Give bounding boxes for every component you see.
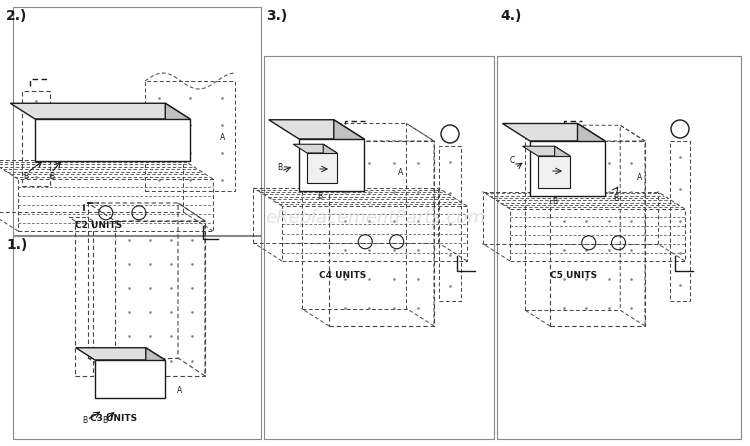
- Text: B: B: [23, 172, 28, 181]
- Text: 3.): 3.): [266, 9, 287, 23]
- Text: C: C: [510, 156, 515, 165]
- Polygon shape: [95, 360, 165, 398]
- Text: A: A: [177, 386, 183, 395]
- Text: B: B: [82, 416, 88, 425]
- Polygon shape: [35, 119, 190, 161]
- Text: 2.): 2.): [6, 9, 27, 23]
- Text: 4.): 4.): [500, 9, 521, 23]
- FancyBboxPatch shape: [496, 56, 741, 439]
- Text: C5 UNITS: C5 UNITS: [550, 271, 597, 280]
- Polygon shape: [523, 146, 570, 156]
- Text: B: B: [103, 416, 107, 425]
- Polygon shape: [503, 124, 605, 141]
- Polygon shape: [538, 156, 570, 188]
- Polygon shape: [578, 124, 605, 196]
- Polygon shape: [323, 144, 337, 183]
- Polygon shape: [165, 103, 190, 161]
- Text: B: B: [49, 172, 54, 181]
- Polygon shape: [10, 103, 190, 119]
- Text: C3 UNITS: C3 UNITS: [90, 414, 137, 423]
- Text: C4 UNITS: C4 UNITS: [319, 271, 366, 280]
- Text: 1.): 1.): [6, 238, 27, 252]
- Text: B: B: [613, 194, 618, 203]
- Polygon shape: [334, 120, 364, 191]
- Polygon shape: [299, 139, 364, 191]
- Polygon shape: [554, 146, 570, 188]
- FancyBboxPatch shape: [13, 236, 261, 439]
- Text: C2 UNITS: C2 UNITS: [75, 221, 122, 230]
- Text: A: A: [637, 173, 642, 182]
- Text: eReplacementParts.com: eReplacementParts.com: [265, 209, 485, 227]
- Text: A: A: [220, 133, 225, 142]
- FancyBboxPatch shape: [264, 56, 494, 439]
- Polygon shape: [293, 144, 337, 153]
- Text: B: B: [552, 197, 557, 206]
- Polygon shape: [307, 153, 337, 183]
- Polygon shape: [530, 141, 605, 196]
- FancyBboxPatch shape: [13, 7, 261, 235]
- Polygon shape: [76, 348, 165, 360]
- Text: A: A: [398, 169, 404, 178]
- Text: B: B: [317, 192, 322, 201]
- Polygon shape: [146, 348, 165, 398]
- Text: B: B: [277, 163, 282, 172]
- Polygon shape: [268, 120, 364, 139]
